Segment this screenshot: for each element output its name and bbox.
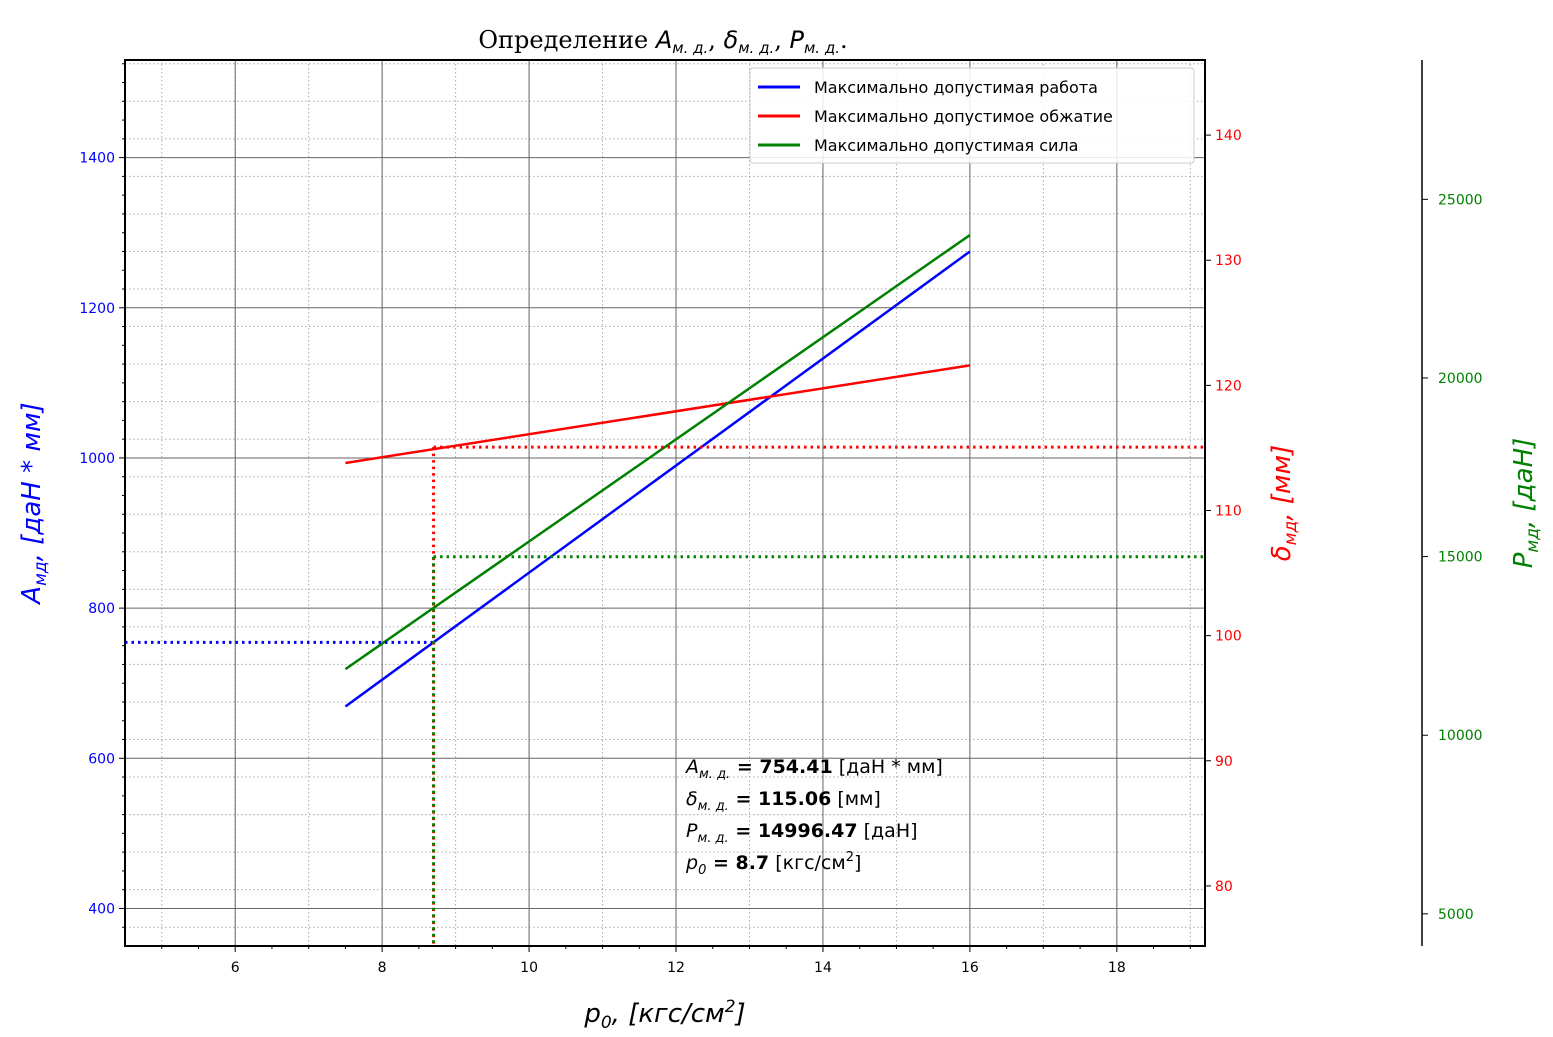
y-right-tick-label: 80 xyxy=(1215,879,1233,895)
major-grid xyxy=(125,60,1205,946)
x-axis-title: p0, [кгс/см2] xyxy=(583,997,745,1033)
plot-area xyxy=(125,60,1205,946)
y-right-title-symbol: δ xyxy=(1267,545,1297,561)
x-axis-title-close: ] xyxy=(735,999,746,1029)
y-right-axis-title: δмд, [мм] xyxy=(1267,445,1301,562)
x-tick-label: 6 xyxy=(231,960,240,976)
x-tick-label: 16 xyxy=(961,960,979,976)
title-sep-1: , xyxy=(708,26,723,54)
y-right2-axis: 5000 10000 15000 20000 25000 xyxy=(1421,60,1483,946)
series-line-3 xyxy=(344,234,971,671)
y-left-tick-label: 1200 xyxy=(79,301,115,317)
legend-label: Максимально допустимое обжатие xyxy=(814,107,1113,126)
annotation-line: p0 = 8.7 [кгс/см2] xyxy=(685,850,861,878)
y-left-axis-title: Aмд, [даН * мм] xyxy=(17,402,51,605)
x-axis-title-sup: 2 xyxy=(725,997,736,1017)
legend-label: Максимально допустимая сила xyxy=(814,136,1078,155)
title-prefix: Определение xyxy=(478,26,656,54)
minor-grid xyxy=(125,60,1205,946)
y-left-tick-label: 1400 xyxy=(79,151,115,167)
x-axis-title-sub: 0 xyxy=(601,1013,612,1033)
y-left-axis: 400 600 800 1000 1200 1400 xyxy=(79,63,125,928)
y-left-title-sub: мд xyxy=(31,561,51,586)
plot-frame xyxy=(124,59,1206,947)
y-right-tick-label: 120 xyxy=(1215,378,1242,394)
y-right-tick-label: 140 xyxy=(1215,128,1242,144)
title-a-sub: м. д. xyxy=(672,39,708,57)
y-right-tick-label: 130 xyxy=(1215,253,1242,269)
legend-box xyxy=(749,67,1195,164)
title-a-symbol: A xyxy=(654,26,672,54)
x-tick-label: 8 xyxy=(378,960,387,976)
x-tick-label: 10 xyxy=(520,960,538,976)
title-p-sub: м. д. xyxy=(804,39,840,57)
y-right2-axis-title: Pмд, [даН] xyxy=(1509,438,1543,569)
y-right2-title-sub: мд xyxy=(1523,528,1543,553)
x-axis-title-symbol: p xyxy=(583,999,601,1029)
y-right2-tick-label: 10000 xyxy=(1438,728,1483,744)
legend-label: Максимально допустимая работа xyxy=(814,78,1098,97)
y-right-tick-label: 110 xyxy=(1215,504,1242,520)
chart-title: Определение Aм. д., δм. д., Pм. д.. xyxy=(478,26,847,57)
series-line-1 xyxy=(344,250,971,708)
y-left-tick-label: 1000 xyxy=(79,451,115,467)
y-right-tick-label: 90 xyxy=(1215,754,1233,770)
y-left-tick-label: 400 xyxy=(88,901,115,917)
y-right-title-sub: мд xyxy=(1281,521,1301,546)
x-tick-label: 12 xyxy=(667,960,685,976)
x-axis: 6 8 10 12 14 16 18 xyxy=(161,946,1191,976)
y-right2-tick-label: 25000 xyxy=(1438,192,1483,208)
y-left-title-symbol: A xyxy=(17,586,47,606)
title-p-symbol: P xyxy=(790,26,805,54)
x-axis-title-units: , [кгс/см xyxy=(612,999,725,1029)
y-right-tick-label: 100 xyxy=(1215,629,1242,645)
y-right2-tick-label: 15000 xyxy=(1438,550,1483,566)
title-sep-2: , xyxy=(774,26,789,54)
result-annotation: Aм. д. = 754.41 [даН * мм] δм. д. = 115.0… xyxy=(684,756,943,878)
y-right2-title-units: , [даН] xyxy=(1509,438,1539,528)
marker-layer xyxy=(125,445,1205,946)
annotation-line: Pм. д. = 14996.47 [даН] xyxy=(686,820,918,846)
x-tick-label: 14 xyxy=(814,960,832,976)
annotation-line: δм. д. = 115.06 [мм] xyxy=(686,788,881,814)
x-tick-label: 18 xyxy=(1108,960,1126,976)
y-right2-tick-label: 5000 xyxy=(1438,907,1474,923)
y-left-title-units: , [даН * мм] xyxy=(17,402,47,561)
title-d-symbol: δ xyxy=(724,26,739,54)
legend: Максимально допустимая работа Максимально… xyxy=(749,67,1195,164)
title-d-sub: м. д. xyxy=(738,39,774,57)
y-left-tick-label: 600 xyxy=(88,751,115,767)
y-left-tick-label: 800 xyxy=(88,601,115,617)
series-layer xyxy=(344,234,971,708)
y-right-axis: 80 90 100 110 120 130 140 xyxy=(1205,128,1242,895)
series-line-2 xyxy=(345,364,971,465)
title-end: . xyxy=(840,26,848,54)
y-right-title-units: , [мм] xyxy=(1267,445,1297,521)
y-right2-title-symbol: P xyxy=(1509,552,1539,568)
y-right2-tick-label: 20000 xyxy=(1438,371,1483,387)
annotation-line: Aм. д. = 754.41 [даН * мм] xyxy=(684,756,943,782)
